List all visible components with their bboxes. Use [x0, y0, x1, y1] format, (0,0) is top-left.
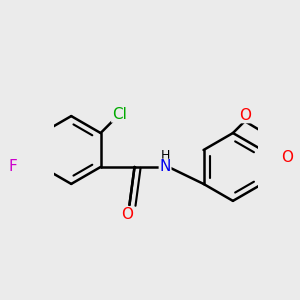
Text: O: O [281, 150, 293, 165]
Text: O: O [239, 108, 251, 123]
Text: F: F [9, 160, 17, 175]
Text: H: H [160, 148, 170, 162]
Text: O: O [121, 207, 133, 222]
Text: Cl: Cl [112, 107, 127, 122]
Text: N: N [159, 160, 171, 175]
